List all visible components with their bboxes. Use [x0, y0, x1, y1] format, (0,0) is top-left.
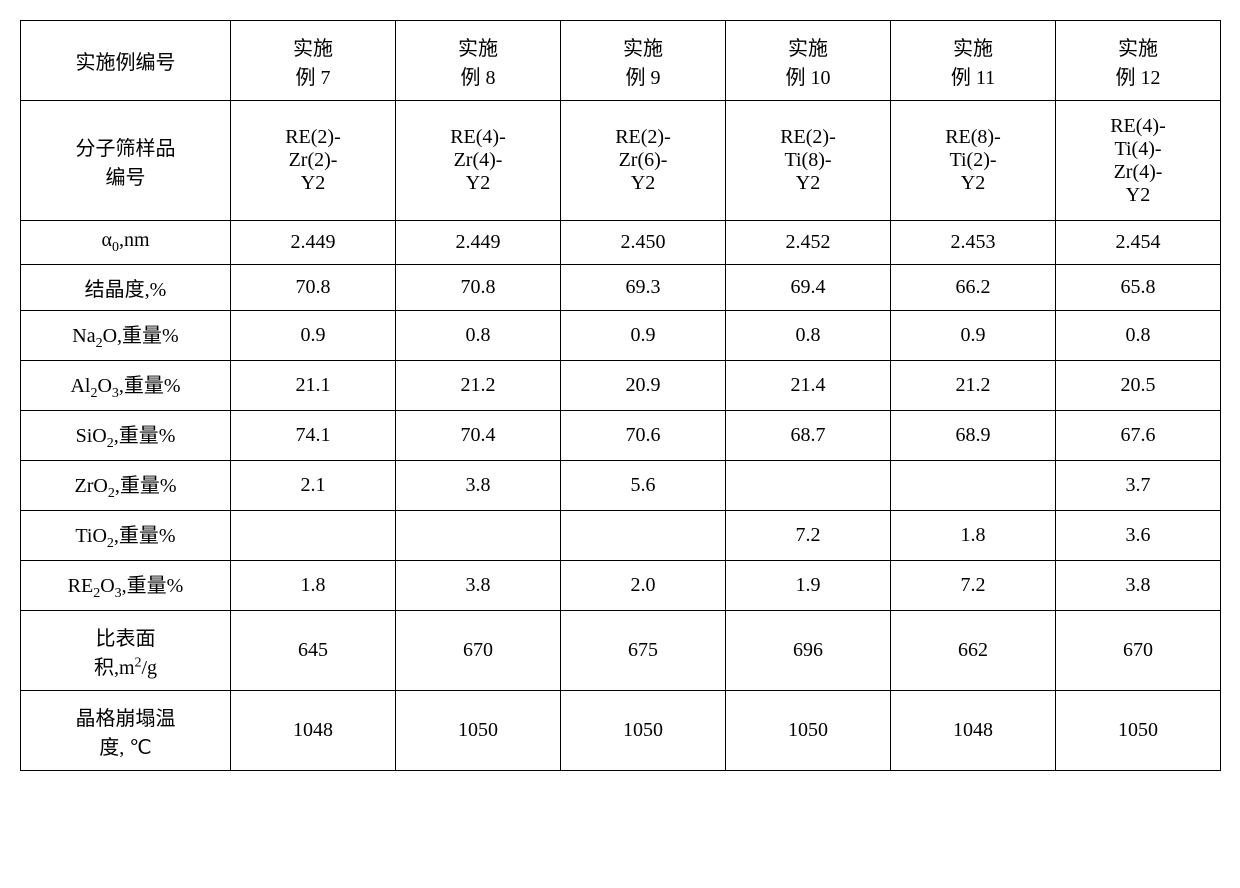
- cell: 5.6: [561, 461, 726, 511]
- column-header-6: 实施例 12: [1056, 21, 1221, 101]
- table-row: 结晶度,%70.870.869.369.466.265.8: [21, 265, 1221, 311]
- cell: 74.1: [231, 411, 396, 461]
- cell: 3.8: [1056, 561, 1221, 611]
- cell: 21.2: [891, 361, 1056, 411]
- cell: [726, 461, 891, 511]
- column-header-4: 实施例 10: [726, 21, 891, 101]
- row-label: 比表面积,m2/g: [21, 611, 231, 691]
- column-header-2: 实施例 8: [396, 21, 561, 101]
- cell: 69.4: [726, 265, 891, 311]
- cell: 0.8: [396, 311, 561, 361]
- table-row: Na2O,重量%0.90.80.90.80.90.8: [21, 311, 1221, 361]
- row-label: TiO2,重量%: [21, 511, 231, 561]
- cell: 20.9: [561, 361, 726, 411]
- cell: 2.454: [1056, 221, 1221, 265]
- table-row: α0,nm2.4492.4492.4502.4522.4532.454: [21, 221, 1221, 265]
- cell: 68.9: [891, 411, 1056, 461]
- cell: 69.3: [561, 265, 726, 311]
- cell: RE(4)-Zr(4)-Y2: [396, 101, 561, 221]
- cell: 0.9: [891, 311, 1056, 361]
- table-body: 实施例编号实施例 7实施例 8实施例 9实施例 10实施例 11实施例 12分子…: [21, 21, 1221, 771]
- cell: 7.2: [891, 561, 1056, 611]
- cell: 1050: [1056, 691, 1221, 771]
- cell: 670: [396, 611, 561, 691]
- row-label: ZrO2,重量%: [21, 461, 231, 511]
- cell: 0.9: [561, 311, 726, 361]
- cell: 675: [561, 611, 726, 691]
- row-label: Al2O3,重量%: [21, 361, 231, 411]
- cell: 1.9: [726, 561, 891, 611]
- cell: 0.9: [231, 311, 396, 361]
- cell: RE(4)-Ti(4)-Zr(4)-Y2: [1056, 101, 1221, 221]
- cell: 3.8: [396, 561, 561, 611]
- cell: 70.4: [396, 411, 561, 461]
- row-label: 晶格崩塌温度, ℃: [21, 691, 231, 771]
- row-label: SiO2,重量%: [21, 411, 231, 461]
- cell: 20.5: [1056, 361, 1221, 411]
- table-row: 分子筛样品编号RE(2)-Zr(2)-Y2RE(4)-Zr(4)-Y2RE(2)…: [21, 101, 1221, 221]
- cell: 1050: [396, 691, 561, 771]
- cell: RE(2)-Zr(2)-Y2: [231, 101, 396, 221]
- cell: 2.0: [561, 561, 726, 611]
- cell: 1050: [726, 691, 891, 771]
- table-row: RE2O3,重量%1.83.82.01.97.23.8: [21, 561, 1221, 611]
- cell: 68.7: [726, 411, 891, 461]
- cell: RE(8)-Ti(2)-Y2: [891, 101, 1056, 221]
- row-label: 分子筛样品编号: [21, 101, 231, 221]
- cell: 1050: [561, 691, 726, 771]
- table-row: 比表面积,m2/g645670675696662670: [21, 611, 1221, 691]
- cell: 66.2: [891, 265, 1056, 311]
- cell: 1048: [891, 691, 1056, 771]
- table-row: SiO2,重量%74.170.470.668.768.967.6: [21, 411, 1221, 461]
- cell: 2.449: [231, 221, 396, 265]
- cell: 70.8: [396, 265, 561, 311]
- cell: 670: [1056, 611, 1221, 691]
- cell: 7.2: [726, 511, 891, 561]
- table-row: 晶格崩塌温度, ℃104810501050105010481050: [21, 691, 1221, 771]
- cell: 70.8: [231, 265, 396, 311]
- table-row: ZrO2,重量%2.13.85.6 3.7: [21, 461, 1221, 511]
- cell: 0.8: [726, 311, 891, 361]
- cell: 3.7: [1056, 461, 1221, 511]
- cell: 1048: [231, 691, 396, 771]
- cell: 67.6: [1056, 411, 1221, 461]
- cell: 3.8: [396, 461, 561, 511]
- cell: 2.453: [891, 221, 1056, 265]
- cell: [396, 511, 561, 561]
- cell: 1.8: [231, 561, 396, 611]
- row-label: Na2O,重量%: [21, 311, 231, 361]
- cell: [231, 511, 396, 561]
- cell: 1.8: [891, 511, 1056, 561]
- cell: 70.6: [561, 411, 726, 461]
- table-row: Al2O3,重量%21.121.220.921.421.220.5: [21, 361, 1221, 411]
- cell: 696: [726, 611, 891, 691]
- cell: 2.452: [726, 221, 891, 265]
- cell: 662: [891, 611, 1056, 691]
- cell: [561, 511, 726, 561]
- column-header-3: 实施例 9: [561, 21, 726, 101]
- cell: 3.6: [1056, 511, 1221, 561]
- cell: 21.2: [396, 361, 561, 411]
- cell: 21.1: [231, 361, 396, 411]
- column-header-5: 实施例 11: [891, 21, 1056, 101]
- cell: 645: [231, 611, 396, 691]
- table-row: TiO2,重量% 7.21.83.6: [21, 511, 1221, 561]
- cell: 21.4: [726, 361, 891, 411]
- row-label: α0,nm: [21, 221, 231, 265]
- cell: 0.8: [1056, 311, 1221, 361]
- row-label: RE2O3,重量%: [21, 561, 231, 611]
- header-label: 实施例编号: [21, 21, 231, 101]
- cell: RE(2)-Zr(6)-Y2: [561, 101, 726, 221]
- cell: RE(2)-Ti(8)-Y2: [726, 101, 891, 221]
- cell: [891, 461, 1056, 511]
- cell: 2.1: [231, 461, 396, 511]
- table-header-row: 实施例编号实施例 7实施例 8实施例 9实施例 10实施例 11实施例 12: [21, 21, 1221, 101]
- row-label: 结晶度,%: [21, 265, 231, 311]
- data-table: 实施例编号实施例 7实施例 8实施例 9实施例 10实施例 11实施例 12分子…: [20, 20, 1221, 771]
- cell: 2.450: [561, 221, 726, 265]
- cell: 65.8: [1056, 265, 1221, 311]
- cell: 2.449: [396, 221, 561, 265]
- column-header-1: 实施例 7: [231, 21, 396, 101]
